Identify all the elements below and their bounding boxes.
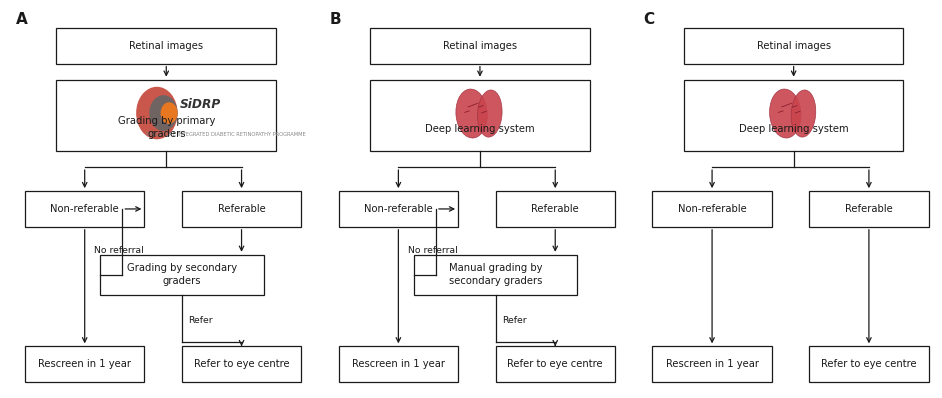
Text: No referral: No referral — [94, 246, 144, 255]
Ellipse shape — [770, 89, 801, 138]
Ellipse shape — [456, 89, 487, 138]
Circle shape — [161, 102, 177, 124]
Text: Refer: Refer — [188, 316, 213, 325]
Text: Referable: Referable — [218, 204, 266, 214]
Text: Referable: Referable — [531, 204, 579, 214]
Text: Rescreen in 1 year: Rescreen in 1 year — [39, 359, 131, 369]
Text: SINGAPORE INTEGRATED DIABETIC RETINOPATHY PROGRAMME: SINGAPORE INTEGRATED DIABETIC RETINOPATH… — [146, 132, 305, 137]
FancyBboxPatch shape — [414, 255, 577, 295]
Text: C: C — [643, 12, 654, 27]
Ellipse shape — [478, 90, 502, 137]
FancyBboxPatch shape — [101, 255, 264, 295]
Text: Non-referable: Non-referable — [50, 204, 119, 214]
FancyBboxPatch shape — [370, 28, 590, 64]
FancyBboxPatch shape — [25, 191, 144, 227]
FancyBboxPatch shape — [182, 191, 301, 227]
FancyBboxPatch shape — [495, 191, 615, 227]
FancyBboxPatch shape — [182, 346, 301, 382]
Ellipse shape — [791, 90, 816, 137]
FancyBboxPatch shape — [370, 80, 590, 151]
FancyBboxPatch shape — [653, 191, 771, 227]
Text: Manual grading by
secondary graders: Manual grading by secondary graders — [449, 263, 543, 286]
Text: B: B — [330, 12, 341, 27]
Text: Rescreen in 1 year: Rescreen in 1 year — [666, 359, 758, 369]
Text: Grading by secondary
graders: Grading by secondary graders — [127, 263, 237, 286]
Text: Refer to eye centre: Refer to eye centre — [508, 359, 603, 369]
Text: Referable: Referable — [845, 204, 893, 214]
Text: Grading by primary
graders: Grading by primary graders — [118, 116, 215, 139]
Text: Deep learning system: Deep learning system — [425, 124, 535, 135]
FancyBboxPatch shape — [684, 28, 903, 64]
Text: SiDRP: SiDRP — [179, 98, 220, 111]
Text: Non-referable: Non-referable — [677, 204, 746, 214]
Text: Retinal images: Retinal images — [756, 41, 831, 51]
FancyBboxPatch shape — [339, 346, 458, 382]
Text: Refer: Refer — [502, 316, 527, 325]
Text: Non-referable: Non-referable — [364, 204, 432, 214]
Text: No referral: No referral — [408, 246, 458, 255]
FancyBboxPatch shape — [339, 191, 458, 227]
FancyBboxPatch shape — [57, 28, 276, 64]
Circle shape — [150, 95, 177, 131]
Text: Retinal images: Retinal images — [443, 41, 517, 51]
FancyBboxPatch shape — [653, 346, 771, 382]
Text: Refer to eye centre: Refer to eye centre — [194, 359, 289, 369]
Text: Refer to eye centre: Refer to eye centre — [821, 359, 917, 369]
FancyBboxPatch shape — [809, 346, 929, 382]
FancyBboxPatch shape — [25, 346, 144, 382]
FancyBboxPatch shape — [684, 80, 903, 151]
FancyBboxPatch shape — [809, 191, 929, 227]
Text: Deep learning system: Deep learning system — [739, 124, 849, 135]
Circle shape — [137, 87, 177, 139]
FancyBboxPatch shape — [57, 80, 276, 151]
FancyBboxPatch shape — [495, 346, 615, 382]
Text: A: A — [16, 12, 27, 27]
Text: Retinal images: Retinal images — [129, 41, 203, 51]
Text: Rescreen in 1 year: Rescreen in 1 year — [352, 359, 445, 369]
